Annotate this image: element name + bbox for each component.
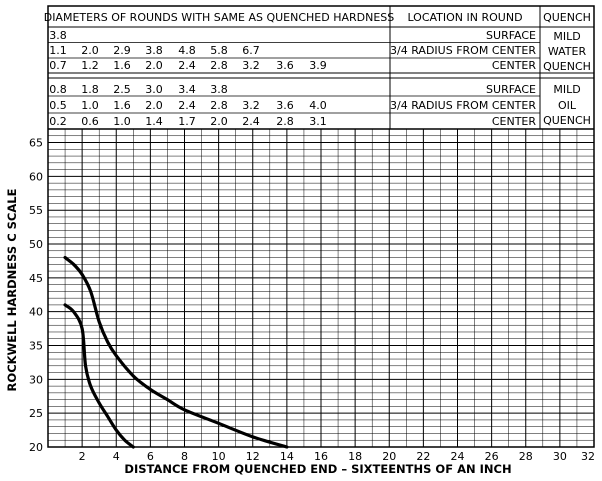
diameter-value: 2.0 <box>145 99 163 112</box>
diameter-value: 2.4 <box>178 59 196 72</box>
diameter-value: 0.8 <box>49 83 67 96</box>
location-label: 3/4 RADIUS FROM CENTER <box>390 44 536 57</box>
chart-series <box>63 255 289 449</box>
table-header-location: LOCATION IN ROUND <box>407 11 522 24</box>
table-header-quench: QUENCH <box>543 11 591 24</box>
diameter-value: 4.0 <box>309 99 327 112</box>
hardness-curve-1 <box>63 255 289 449</box>
quench-label: QUENCH <box>543 60 591 73</box>
diameter-value: 2.8 <box>210 59 228 72</box>
x-tick-label: 30 <box>553 450 567 463</box>
hardness-curve-2 <box>63 303 135 449</box>
diameter-value: 2.0 <box>81 44 99 57</box>
y-tick-label: 45 <box>29 272 43 285</box>
diameter-value: 3.1 <box>309 115 327 128</box>
diameter-value: 2.5 <box>113 83 131 96</box>
diameter-value: 2.8 <box>276 115 294 128</box>
x-tick-label: 4 <box>113 450 120 463</box>
y-tick-label: 50 <box>29 238 43 251</box>
diameter-value: 3.0 <box>145 83 163 96</box>
x-tick-label: 8 <box>181 450 188 463</box>
diameter-value: 1.0 <box>81 99 99 112</box>
x-tick-label: 24 <box>451 450 465 463</box>
table-header-diameters: DIAMETERS OF ROUNDS WITH SAME AS QUENCHE… <box>44 11 395 24</box>
diameter-value: 2.0 <box>210 115 228 128</box>
diameter-value: 3.8 <box>145 44 163 57</box>
quench-label: QUENCH <box>543 114 591 127</box>
diameter-value: 3.4 <box>178 83 196 96</box>
diameter-value: 3.2 <box>242 59 260 72</box>
diameter-value: 2.4 <box>178 99 196 112</box>
diameter-value: 1.7 <box>178 115 196 128</box>
diameter-value: 3.6 <box>276 59 294 72</box>
x-tick-label: 28 <box>519 450 533 463</box>
y-tick-label: 55 <box>29 204 43 217</box>
location-label: 3/4 RADIUS FROM CENTER <box>390 99 536 112</box>
location-label: SURFACE <box>486 83 536 96</box>
x-tick-label: 20 <box>382 450 396 463</box>
x-tick-label: 6 <box>147 450 154 463</box>
location-label: CENTER <box>492 59 537 72</box>
diameter-value: 3.9 <box>309 59 327 72</box>
diameter-value: 2.0 <box>145 59 163 72</box>
diameter-value: 5.8 <box>210 44 228 57</box>
diameter-value: 1.6 <box>113 99 131 112</box>
diameter-value: 4.8 <box>178 44 196 57</box>
diameter-value: 0.2 <box>49 115 67 128</box>
y-tick-label: 65 <box>29 137 43 150</box>
table-body: 3.8 SURFACE 1.1 2.0 2.9 3.8 4.8 5.8 6.7 3/4 RADIU… <box>49 29 591 128</box>
location-label: CENTER <box>492 115 537 128</box>
diameter-value: 2.4 <box>242 115 260 128</box>
diameter-value: 1.6 <box>113 59 131 72</box>
quench-label: OIL <box>558 99 577 112</box>
y-tick-label: 35 <box>29 340 43 353</box>
x-tick-label: 18 <box>348 450 362 463</box>
x-tick-label: 2 <box>79 450 86 463</box>
x-tick-label: 26 <box>485 450 499 463</box>
x-tick-label: 10 <box>212 450 226 463</box>
diameter-value: 3.2 <box>242 99 260 112</box>
x-tick-label: 16 <box>314 450 328 463</box>
y-tick-label: 40 <box>29 306 43 319</box>
x-tick-label: 22 <box>416 450 430 463</box>
diameter-value: 6.7 <box>242 44 260 57</box>
diameter-value: 2.8 <box>210 99 228 112</box>
diameter-value: 1.1 <box>49 44 67 57</box>
diameter-value: 3.8 <box>210 83 228 96</box>
x-tick-label: 12 <box>246 450 260 463</box>
diameter-value: 1.0 <box>113 115 131 128</box>
x-axis-label: DISTANCE FROM QUENCHED END – SIXTEENTHS … <box>124 462 511 476</box>
diameter-value: 0.7 <box>49 59 67 72</box>
y-tick-label: 30 <box>29 373 43 386</box>
diameter-value: 0.5 <box>49 99 67 112</box>
y-axis-label: ROCKWELL HARDNESS C SCALE <box>5 188 19 391</box>
x-tick-label: 32 <box>581 450 595 463</box>
quench-label: MILD <box>553 30 580 43</box>
diameter-value: 1.2 <box>81 59 99 72</box>
diameter-value: 3.6 <box>276 99 294 112</box>
x-tick-label: 14 <box>280 450 294 463</box>
y-tick-label: 60 <box>29 170 43 183</box>
diameter-value: 3.8 <box>49 29 67 42</box>
y-tick-label: 25 <box>29 407 43 420</box>
quench-label: WATER <box>548 45 587 58</box>
diameter-value: 2.9 <box>113 44 131 57</box>
diameter-value: 1.8 <box>81 83 99 96</box>
chart-ticks: 2 4 6 8 10 12 14 16 18 20 22 24 26 28 30 32202530354045… <box>29 137 595 463</box>
chart-grid <box>48 129 594 447</box>
quench-label: MILD <box>553 83 580 96</box>
diameter-value: 1.4 <box>145 115 163 128</box>
location-label: SURFACE <box>486 29 536 42</box>
y-tick-label: 20 <box>29 441 43 454</box>
diameter-value: 0.6 <box>81 115 99 128</box>
